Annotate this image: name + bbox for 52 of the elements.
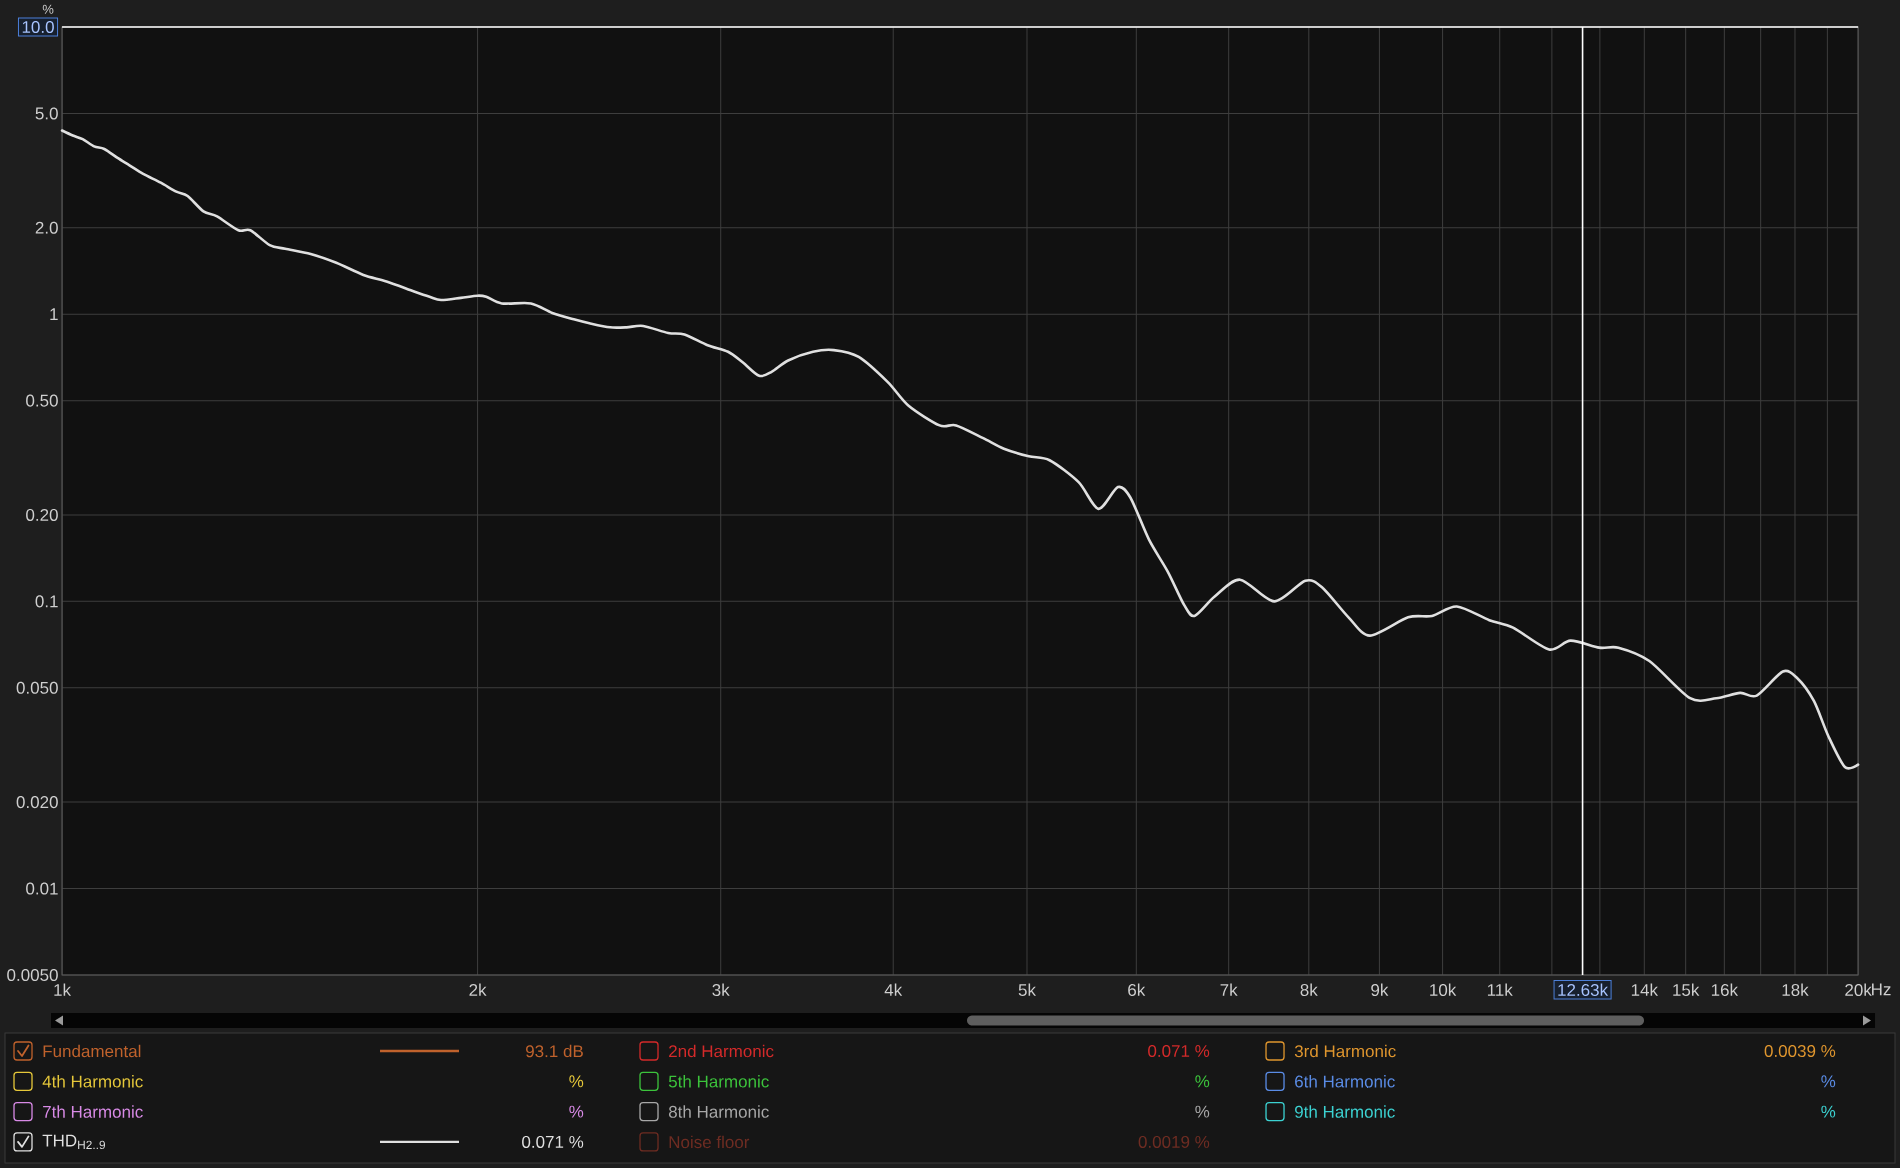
legend-label: 3rd Harmonic: [1294, 1044, 1396, 1058]
text: %: [569, 1105, 584, 1118]
legend-label: 7th Harmonic: [43, 1105, 143, 1118]
x-tick-label: 18k: [1782, 983, 1809, 997]
text: %: [1195, 1075, 1210, 1088]
y-tick-label: 5.0: [35, 107, 58, 120]
x-tick-label: 4k: [884, 983, 903, 996]
y-tick-label: 0.50: [26, 394, 58, 407]
x-tick-label: 7k: [1220, 983, 1238, 996]
text: 0.071 %: [522, 1135, 584, 1148]
x-tick-label: 8k: [1300, 983, 1318, 997]
legend-label: Noise floor: [669, 1135, 750, 1149]
y-tick-label: 0.20: [26, 508, 58, 521]
text: %: [1195, 1105, 1210, 1118]
legend-label: 4th Harmonic: [42, 1075, 143, 1088]
x-tick-label: 11k: [1487, 983, 1513, 996]
legend-label: 8th Harmonic: [668, 1105, 769, 1118]
x-tick-label: 16k: [1711, 983, 1739, 997]
legend-label: THD$_{H2..9}$: [42, 1134, 106, 1150]
x-tick-label: 1k: [54, 983, 72, 996]
y-tick-label: 2.0: [35, 221, 58, 234]
y-axis-title: %: [42, 4, 54, 14]
ref-line-label: 10.0: [22, 20, 54, 34]
ref-line-label: 12.63k: [1558, 983, 1609, 996]
text: %: [1821, 1105, 1836, 1118]
y-tick-label: 0.050: [16, 681, 58, 694]
y-tick-label: 0.01: [26, 882, 58, 895]
text: %: [1821, 1075, 1836, 1088]
text: 0.0039 %: [1764, 1044, 1836, 1058]
legend-label: 5th Harmonic: [668, 1075, 769, 1088]
text: 93.1 dB: [526, 1044, 583, 1058]
x-tick-label: 14k: [1631, 983, 1659, 996]
text: %: [569, 1075, 584, 1088]
legend-label: 2nd Harmonic: [669, 1044, 774, 1058]
legend-label: 6th Harmonic: [1295, 1075, 1395, 1088]
y-tick-label: 0.020: [16, 796, 58, 809]
text: 0.0019 %: [1138, 1135, 1210, 1148]
y-tick-label: 0.1: [35, 595, 58, 608]
x-tick-label: 15k: [1673, 983, 1700, 997]
x-tick-label: 3k: [712, 983, 730, 997]
x-tick-label: 9k: [1371, 983, 1389, 997]
y-tick-label: 1: [50, 308, 58, 321]
x-tick-label: 10k: [1430, 983, 1457, 997]
legend-label: 9th Harmonic: [1295, 1105, 1395, 1118]
x-tick-label: 5k: [1018, 983, 1036, 997]
text: 0.071 %: [1148, 1044, 1210, 1058]
legend-label: Fundamental: [43, 1044, 141, 1058]
x-axis-title: Hz: [1872, 983, 1891, 996]
x-tick-label: 2k: [469, 983, 487, 996]
x-tick-label: 20k: [1845, 983, 1872, 997]
y-tick-label: 0.0050: [7, 968, 58, 982]
x-tick-label: 6k: [1128, 983, 1146, 997]
